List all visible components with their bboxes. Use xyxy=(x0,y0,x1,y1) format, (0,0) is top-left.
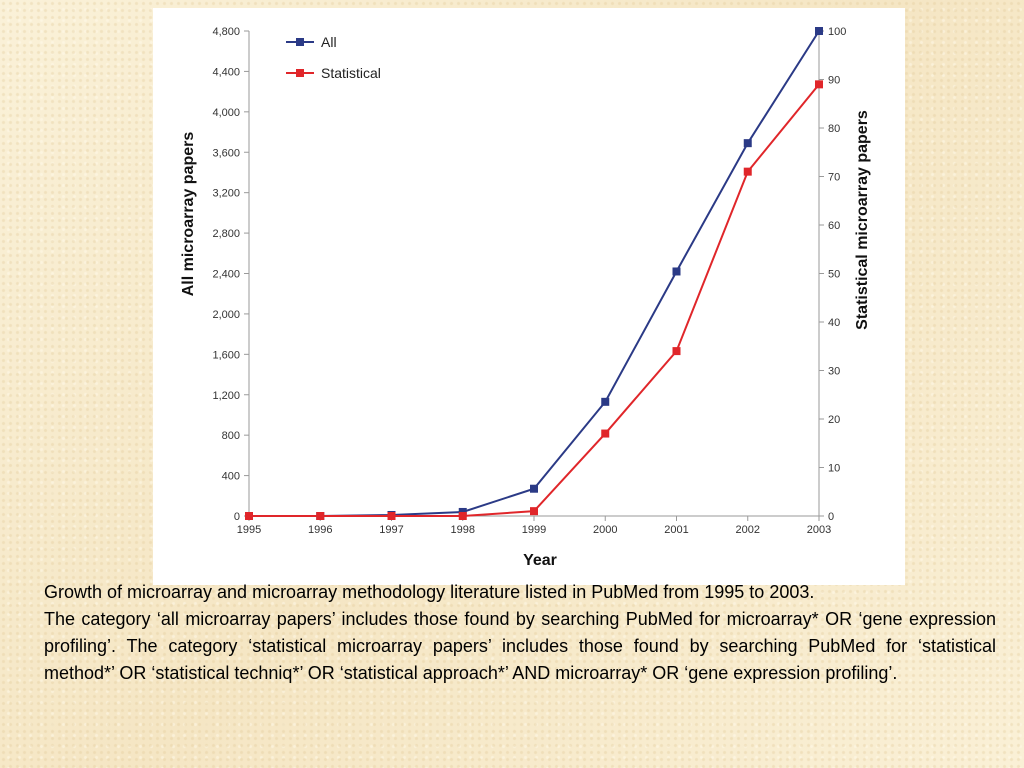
line-chart: 04008001,2001,6002,0002,4002,8003,2003,6… xyxy=(180,26,871,569)
left-tick-label: 2,000 xyxy=(212,309,240,321)
x-tick-label: 1997 xyxy=(379,524,403,536)
caption-text-3: includes those found by searching PubMed… xyxy=(44,636,996,683)
x-tick-label: 2001 xyxy=(664,524,688,536)
right-tick-label: 50 xyxy=(828,269,840,281)
right-tick-label: 100 xyxy=(828,26,846,38)
legend-swatch-marker-all xyxy=(296,38,304,46)
left-tick-label: 4,400 xyxy=(212,66,240,78)
left-tick-label: 2,800 xyxy=(212,228,240,240)
right-tick-label: 80 xyxy=(828,123,840,135)
caption-quote-statistical: ‘statistical microarray papers’ xyxy=(248,636,492,656)
data-point-all xyxy=(601,397,610,406)
figure-caption: Growth of microarray and microarray meth… xyxy=(44,579,996,687)
right-tick-label: 60 xyxy=(828,220,840,232)
left-tick-label: 800 xyxy=(222,430,240,442)
right-tick-label: 20 xyxy=(828,414,840,426)
series-line-statistical xyxy=(249,83,820,517)
x-tick-label: 2002 xyxy=(736,524,760,536)
x-tick-label: 2003 xyxy=(807,524,831,536)
left-tick-label: 2,400 xyxy=(212,269,240,281)
right-tick-label: 90 xyxy=(828,75,840,87)
left-tick-label: 3,600 xyxy=(212,147,240,159)
left-tick-label: 4,800 xyxy=(212,26,240,38)
right-y-axis-title: Statistical microarray papers xyxy=(854,110,871,330)
caption-text-1: The category xyxy=(44,609,157,629)
left-tick-label: 1,200 xyxy=(212,390,240,402)
legend-label-all: All xyxy=(321,34,337,50)
legend-label-statistical: Statistical xyxy=(321,65,381,81)
data-point-statistical xyxy=(316,512,325,520)
data-point-statistical xyxy=(245,512,253,520)
data-point-statistical xyxy=(601,429,610,438)
data-point-statistical xyxy=(458,512,467,520)
right-tick-label: 40 xyxy=(828,317,840,329)
left-tick-label: 0 xyxy=(234,511,240,523)
legend-swatch-marker-statistical xyxy=(296,69,304,77)
caption-text-2: includes those found by searching PubMed… xyxy=(44,609,996,656)
right-tick-label: 0 xyxy=(828,511,834,523)
left-y-axis-title: All microarray papers xyxy=(180,132,197,297)
caption-heading: Growth of microarray and microarray meth… xyxy=(44,582,815,602)
x-tick-label: 2000 xyxy=(593,524,617,536)
left-tick-label: 4,000 xyxy=(212,107,240,119)
right-tick-label: 10 xyxy=(828,463,840,475)
left-tick-label: 400 xyxy=(222,471,240,483)
right-tick-label: 30 xyxy=(828,366,840,378)
x-tick-label: 1995 xyxy=(237,524,261,536)
data-point-all xyxy=(530,484,538,493)
caption-body: The category ‘all microarray papers’ inc… xyxy=(44,606,996,687)
data-point-statistical xyxy=(530,507,538,516)
x-axis-title: Year xyxy=(523,552,557,569)
chart-panel: 0 400 800 1,200 1,600 2,000 2,400 2,800 3,200 3,6… xyxy=(153,8,905,585)
left-tick-label: 1,600 xyxy=(212,349,240,361)
data-point-statistical xyxy=(743,167,752,176)
data-point-all xyxy=(815,27,823,35)
data-point-all xyxy=(672,267,681,276)
series-line-all xyxy=(249,30,820,517)
data-point-all xyxy=(743,139,752,148)
caption-quote-all: ‘all microarray papers’ xyxy=(156,609,336,629)
data-point-statistical xyxy=(815,80,823,89)
x-tick-label: 1996 xyxy=(308,524,332,536)
right-tick-label: 70 xyxy=(828,172,840,184)
x-tick-label: 1998 xyxy=(451,524,475,536)
data-point-all xyxy=(458,507,467,516)
data-point-statistical xyxy=(387,512,396,520)
data-point-statistical xyxy=(672,347,681,356)
left-tick-label: 3,200 xyxy=(212,188,240,200)
x-tick-label: 1999 xyxy=(522,524,546,536)
